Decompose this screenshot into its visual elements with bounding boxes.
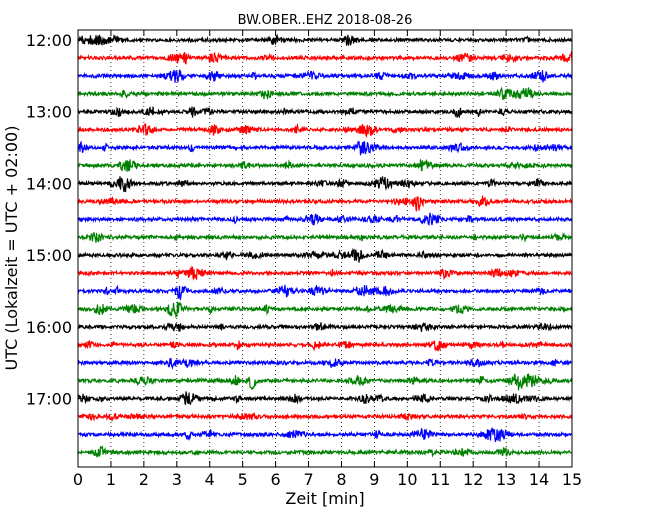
trace-15:30 bbox=[77, 284, 573, 301]
trace-15:00 bbox=[77, 247, 573, 263]
chart-title: BW.OBER..EHZ 2018-08-26 bbox=[238, 13, 413, 28]
y-tick-label: 12:00 bbox=[26, 31, 72, 50]
x-tick-label: 9 bbox=[369, 470, 379, 489]
y-tick-label: 13:00 bbox=[26, 103, 72, 122]
x-tick-label: 8 bbox=[336, 470, 346, 489]
trace-17:45 bbox=[77, 444, 573, 458]
trace-14:30 bbox=[77, 212, 573, 226]
x-tick-label: 11 bbox=[430, 470, 450, 489]
trace-16:00 bbox=[77, 321, 573, 332]
trace-17:15 bbox=[77, 411, 573, 422]
plot-frame bbox=[77, 29, 573, 468]
grid-lines bbox=[110, 30, 540, 467]
x-tick-label: 7 bbox=[303, 470, 313, 489]
trace-13:15 bbox=[77, 122, 573, 139]
trace-15:15 bbox=[77, 265, 573, 281]
y-axis-title: UTC (Lokalzeit = UTC + 02:00) bbox=[2, 126, 21, 371]
x-tick-label: 2 bbox=[139, 470, 149, 489]
x-tick-label: 14 bbox=[529, 470, 549, 489]
trace-16:30 bbox=[77, 357, 573, 370]
x-tick-label: 3 bbox=[172, 470, 182, 489]
trace-14:15 bbox=[77, 195, 573, 212]
trace-12:15 bbox=[77, 51, 573, 65]
trace-14:00 bbox=[77, 176, 573, 193]
x-tick-label: 13 bbox=[496, 470, 516, 489]
x-tick-label: 1 bbox=[106, 470, 116, 489]
trace-13:00 bbox=[77, 105, 573, 119]
trace-16:45 bbox=[77, 373, 573, 391]
x-tick-label: 0 bbox=[73, 470, 83, 489]
y-tick-label: 15:00 bbox=[26, 246, 72, 265]
x-tick-label: 10 bbox=[397, 470, 417, 489]
trace-15:45 bbox=[77, 301, 573, 319]
trace-17:00 bbox=[77, 391, 573, 406]
trace-12:45 bbox=[77, 86, 573, 101]
x-tick-label: 5 bbox=[238, 470, 248, 489]
trace-13:45 bbox=[77, 158, 573, 172]
y-tick-label: 14:00 bbox=[26, 174, 72, 193]
x-tick-label: 4 bbox=[205, 470, 215, 489]
seismic-traces bbox=[77, 33, 573, 458]
trace-14:45 bbox=[77, 232, 573, 243]
trace-12:00 bbox=[77, 33, 573, 47]
trace-12:30 bbox=[77, 69, 573, 83]
trace-16:15 bbox=[77, 340, 573, 352]
y-tick-label: 17:00 bbox=[26, 390, 72, 409]
trace-17:30 bbox=[77, 427, 573, 443]
axis-ticks: 0 1 2 3 4 5 6 7 8 9 10 11 12 13 14 1512:0013:0014:0015:… bbox=[26, 30, 582, 489]
x-tick-label: 6 bbox=[271, 470, 281, 489]
trace-13:30 bbox=[77, 140, 573, 156]
y-tick-label: 16:00 bbox=[26, 318, 72, 337]
x-tick-label: 15 bbox=[562, 470, 582, 489]
x-axis-title: Zeit [min] bbox=[285, 489, 364, 508]
x-tick-label: 12 bbox=[463, 470, 483, 489]
